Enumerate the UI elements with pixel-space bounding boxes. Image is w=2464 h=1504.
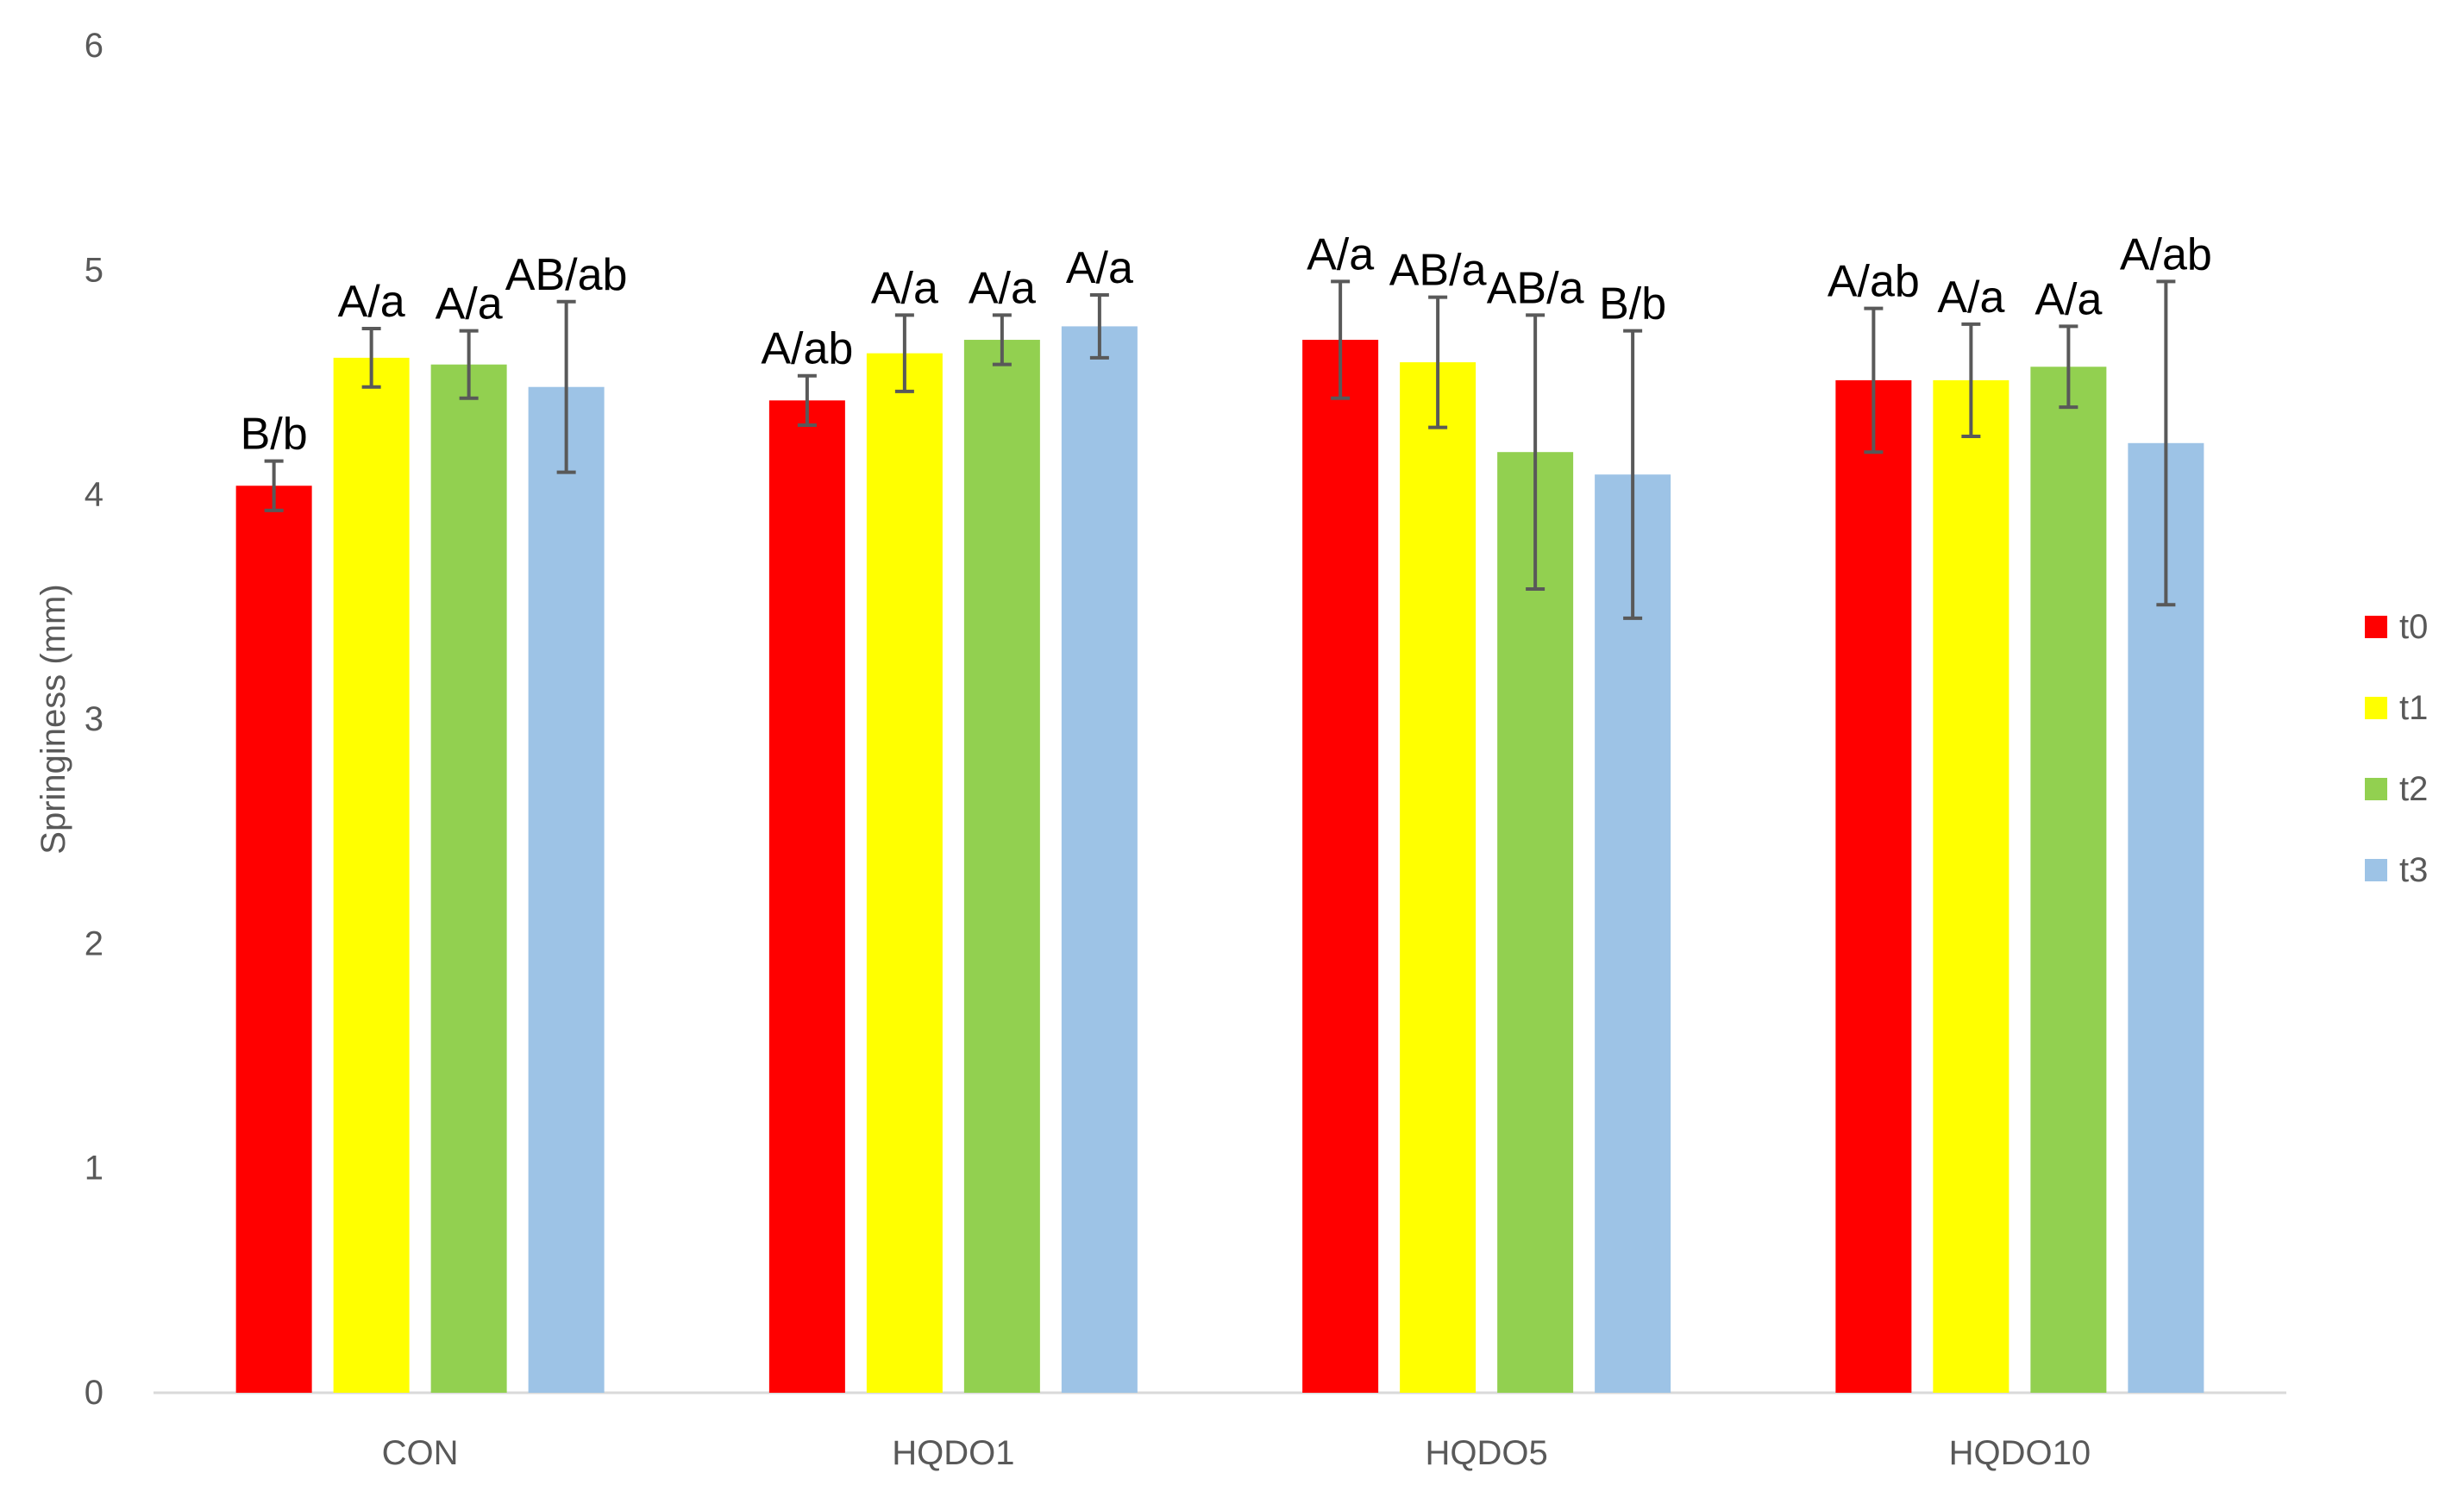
significance-label: AB/ab: [505, 250, 628, 300]
significance-label: A/a: [2035, 274, 2102, 324]
legend-label-t1: t1: [2399, 689, 2428, 727]
legend-swatch-t3: [2365, 859, 2387, 881]
significance-label: B/b: [1599, 279, 1666, 329]
y-tick-label: 0: [85, 1374, 103, 1412]
significance-label: A/a: [1066, 243, 1133, 293]
bars-layer: [235, 326, 2204, 1394]
legend-swatch-t1: [2365, 697, 2387, 719]
x-tick-label: HQDO10: [1949, 1434, 2091, 1472]
bar-t1: [333, 357, 410, 1394]
bar-t0: [768, 400, 845, 1393]
error-bars-layer: [264, 279, 2176, 620]
y-tick-label: 2: [85, 924, 103, 962]
y-axis-title: Springiness (mm): [34, 584, 72, 854]
bar-t0: [1835, 379, 1912, 1393]
legend: t0 t1 t2 t3: [2365, 608, 2428, 889]
bar-t0: [235, 486, 312, 1393]
bar-t3: [528, 386, 605, 1393]
legend-label-t3: t3: [2399, 851, 2428, 889]
legend-label-t0: t0: [2399, 608, 2428, 646]
y-tick-label: 4: [85, 476, 103, 514]
x-tick-label: HQDO1: [892, 1434, 1014, 1472]
significance-label: AB/a: [1389, 246, 1487, 296]
bar-t3: [1061, 326, 1138, 1394]
significance-label: A/a: [871, 263, 938, 313]
legend-swatch-t0: [2365, 616, 2387, 638]
axes-layer: 0 1 2 3 4 5 6 Springiness (mm) CON HQDO1 HQDO5 HQDO…: [34, 27, 2286, 1472]
bar-t1: [1400, 362, 1477, 1393]
y-tick-label: 5: [85, 251, 103, 289]
y-tick-label: 3: [85, 700, 103, 738]
bar-t2: [1497, 452, 1574, 1393]
significance-labels-layer: B/bA/a A/aAB/abA/abA/a A/a A/a A/a AB/a AB/a B/…: [241, 229, 2212, 459]
significance-label: A/a: [1307, 229, 1374, 279]
significance-label: A/ab: [2120, 229, 2212, 279]
significance-label: A/a: [338, 277, 405, 327]
significance-label: A/ab: [761, 324, 853, 374]
significance-label: B/b: [241, 410, 308, 460]
legend-swatch-t2: [2365, 778, 2387, 800]
bar-t2: [2030, 367, 2107, 1394]
y-tick-label: 1: [85, 1150, 103, 1188]
x-tick-label: CON: [382, 1434, 459, 1472]
bar-t1: [866, 353, 943, 1393]
significance-label: A/a: [969, 263, 1036, 313]
legend-label-t2: t2: [2399, 770, 2428, 808]
significance-label: A/ab: [1828, 257, 1920, 307]
significance-label: AB/a: [1487, 263, 1584, 313]
bar-t3: [1595, 474, 1671, 1393]
x-tick-label: HQDO5: [1426, 1434, 1548, 1472]
bar-t0: [1302, 340, 1379, 1394]
bar-t2: [963, 340, 1040, 1394]
significance-label: A/a: [436, 279, 503, 329]
bar-t2: [430, 364, 507, 1393]
bar-t1: [1933, 379, 2009, 1393]
y-tick-label: 6: [85, 27, 103, 65]
significance-label: A/a: [1937, 273, 2004, 323]
